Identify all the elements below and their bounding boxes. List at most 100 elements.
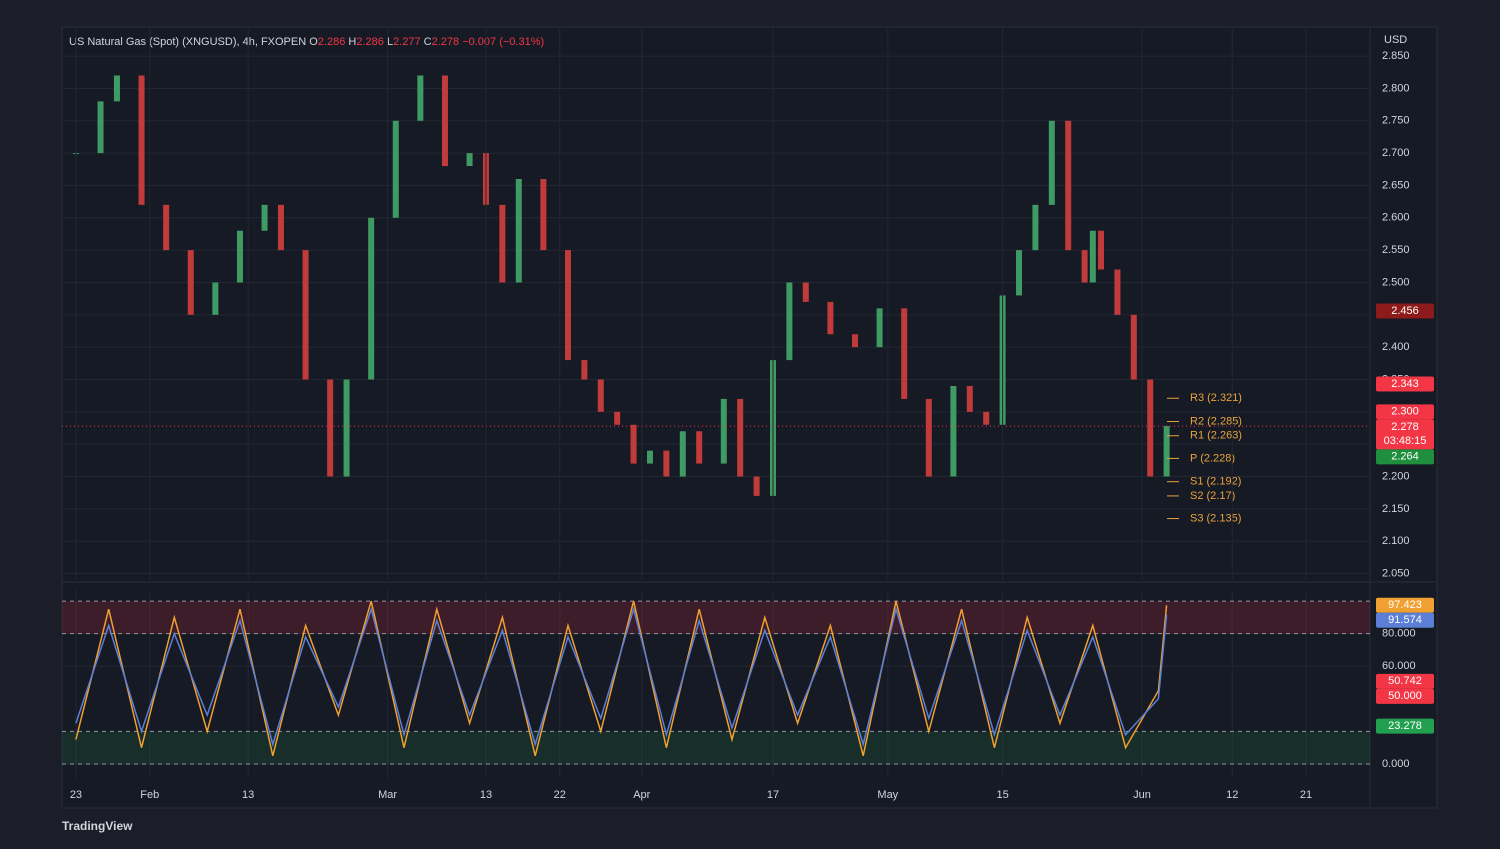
price-badge: [1376, 303, 1434, 319]
brand: TradingView: [62, 819, 133, 833]
x-tick-label: 21: [1300, 789, 1312, 801]
candle: [753, 476, 760, 496]
price-badge: [1376, 688, 1434, 704]
candle: [663, 450, 670, 477]
candle: [827, 301, 834, 335]
pivot-label: R3 (2.321): [1190, 392, 1242, 404]
candle: [392, 120, 399, 218]
ohlc-value: 2.278: [432, 36, 460, 48]
candle: [368, 217, 375, 380]
price-badge-label: 2.300: [1391, 406, 1419, 418]
y-tick-label: 0.000: [1382, 758, 1410, 770]
ohlc-label: C: [424, 36, 432, 48]
candle: [983, 411, 990, 425]
x-tick-label: 12: [1226, 789, 1238, 801]
y-tick-label: 60.000: [1382, 660, 1416, 672]
band: [62, 731, 1370, 764]
candle: [138, 75, 145, 205]
brand-name: TradingView: [62, 819, 133, 833]
candle: [646, 450, 653, 464]
price-badge: [1376, 419, 1434, 450]
candle: [540, 178, 547, 251]
candle: [852, 334, 859, 348]
candle: [696, 431, 703, 464]
y-tick-label: 2.150: [1382, 503, 1410, 515]
price-badge-label: 2.278: [1391, 421, 1419, 433]
x-tick-label: Jun: [1133, 789, 1151, 801]
candle: [737, 398, 744, 477]
y-tick-label: 2.200: [1382, 470, 1410, 482]
x-tick-label: 22: [554, 789, 566, 801]
x-tick-label: Feb: [140, 789, 159, 801]
candle: [236, 230, 243, 283]
y-tick-label: 2.650: [1382, 179, 1410, 191]
candle: [327, 379, 334, 477]
price-badge: [1376, 612, 1434, 628]
y-tick-label: 2.050: [1382, 567, 1410, 579]
candle: [950, 385, 957, 477]
ohlc-value: 2.286: [356, 36, 384, 48]
candle: [163, 204, 170, 251]
candle: [1147, 379, 1154, 477]
candle: [441, 75, 448, 167]
candle: [113, 75, 120, 102]
price-badge-label: 50.742: [1388, 675, 1422, 687]
candle: [1065, 120, 1072, 251]
pivot-label: R1 (2.263): [1190, 430, 1242, 442]
price-badge-label: 2.264: [1391, 451, 1419, 463]
candle: [630, 424, 637, 464]
candle: [343, 379, 350, 477]
price-badge-label: 91.574: [1388, 614, 1422, 626]
y-tick-label: 80.000: [1382, 628, 1416, 640]
ohlc-value: 2.286: [318, 36, 346, 48]
candle: [1098, 230, 1105, 270]
candle: [1032, 204, 1039, 251]
countdown: 03:48:15: [1384, 435, 1427, 447]
candle: [97, 101, 104, 154]
candle: [212, 282, 219, 315]
y-tick-label: 2.800: [1382, 82, 1410, 94]
price-badge-label: 97.423: [1388, 599, 1422, 611]
candle: [1016, 250, 1023, 296]
candle: [302, 250, 309, 380]
ohlc-label: O: [309, 36, 318, 48]
candle: [564, 250, 571, 361]
candle: [277, 204, 284, 251]
pivot-label: R2 (2.285): [1190, 415, 1242, 427]
x-tick-label: 13: [480, 789, 492, 801]
x-tick-label: Apr: [633, 789, 650, 801]
candle: [261, 204, 268, 231]
price-badge: [1376, 673, 1434, 689]
candle: [802, 282, 809, 302]
y-tick-label: 2.850: [1382, 50, 1410, 62]
candle: [597, 379, 604, 412]
pivot-label: P (2.228): [1190, 452, 1235, 464]
y-tick-label: 2.550: [1382, 244, 1410, 256]
pivot-label: S1 (2.192): [1190, 476, 1241, 488]
symbol: US Natural Gas (Spot) (XNGUSD), 4h, FXOP…: [69, 36, 306, 48]
price-badge: [1376, 376, 1434, 392]
y-tick-label: 2.600: [1382, 212, 1410, 224]
price-badge-label: 2.456: [1391, 305, 1419, 317]
ohlc-label: L: [387, 36, 393, 48]
candle: [720, 398, 727, 464]
price-badge: [1376, 449, 1434, 465]
price-badge: [1376, 404, 1434, 420]
candle: [614, 411, 621, 425]
x-tick-label: 23: [70, 789, 82, 801]
candle: [515, 178, 522, 283]
y-tick-label: 2.400: [1382, 341, 1410, 353]
candle: [786, 282, 793, 361]
candle: [925, 398, 932, 477]
candle: [499, 204, 506, 283]
change: −0.007 (−0.31%): [462, 36, 544, 48]
price-badge-label: 50.000: [1388, 690, 1422, 702]
candle: [1130, 314, 1137, 380]
oscillator-line: [75, 600, 1168, 756]
ohlc-label: H: [348, 36, 356, 48]
ohlc-value: 2.277: [393, 36, 421, 48]
x-tick-label: 17: [767, 789, 779, 801]
candle: [417, 75, 424, 121]
price-badge: [1376, 718, 1434, 734]
